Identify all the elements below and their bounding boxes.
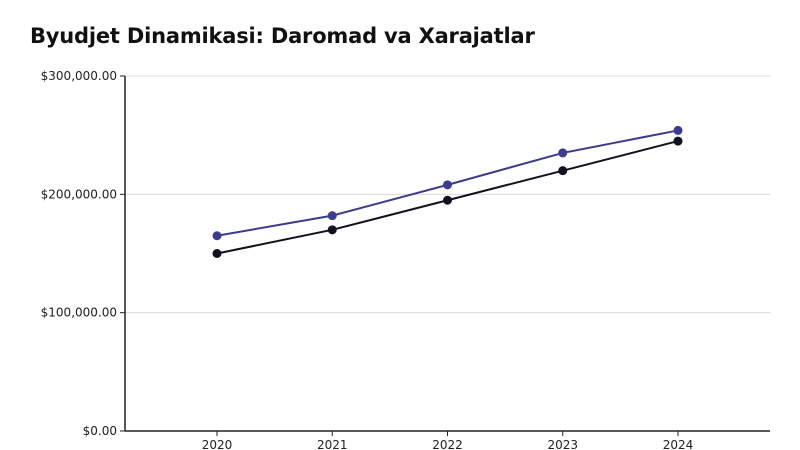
- data-point-series-2: [212, 249, 222, 258]
- x-tick-label: 2023: [547, 438, 578, 450]
- data-point-series-2: [673, 136, 683, 146]
- x-tick-label: 2021: [317, 438, 348, 450]
- y-axis-ticks: $0.00 $100,000.00 $200,000.00 $300,000.00: [41, 69, 125, 438]
- y-tick-label: $0.00: [83, 424, 117, 438]
- data-point-series-1: [558, 148, 568, 158]
- data-point-series-1: [443, 180, 452, 190]
- data-point-series-1: [327, 211, 337, 221]
- data-point-series-2: [443, 195, 452, 205]
- data-point-series-1: [212, 231, 222, 241]
- x-tick-label: 2020: [202, 438, 233, 450]
- y-tick-label: $300,000.00: [41, 69, 117, 83]
- data-point-series-2: [327, 225, 337, 235]
- chart-title: Byudjet Dinamikasi: Daromad va Xarajatla…: [30, 24, 535, 48]
- x-axis-ticks: 2020 2021 2022 2023 2024: [202, 431, 694, 450]
- grid-lines: [125, 75, 770, 314]
- y-tick-label: $100,000.00: [41, 306, 117, 320]
- series-group: [212, 125, 683, 258]
- x-tick-label: 2022: [432, 438, 463, 450]
- data-point-series-2: [558, 166, 568, 176]
- y-tick-label: $200,000.00: [41, 187, 117, 201]
- data-point-series-1: [673, 125, 683, 135]
- x-tick-label: 2024: [663, 438, 694, 450]
